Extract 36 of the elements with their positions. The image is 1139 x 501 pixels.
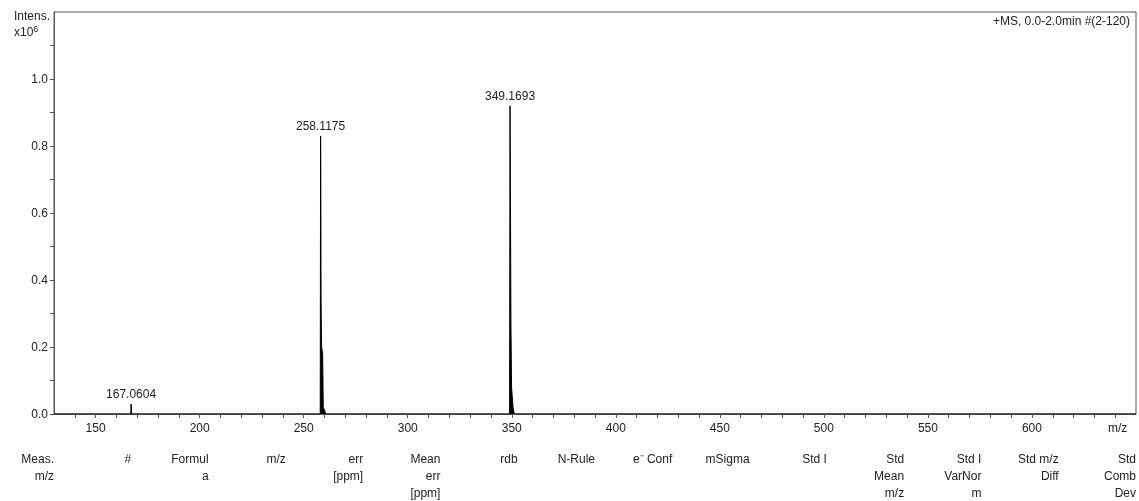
y-tick-label: 0.4 — [31, 273, 49, 287]
y-tick-label: 0.8 — [31, 139, 49, 153]
x-tick-label: 400 — [605, 421, 627, 435]
text: Meas. m/z — [21, 451, 54, 483]
text: Std m/z Diff — [1018, 451, 1060, 483]
x-tick-label: 450 — [709, 421, 731, 435]
x-tick-label: 150 — [85, 421, 106, 435]
x-tick-label: 600 — [1021, 421, 1043, 435]
text: Std Mean m/z — [874, 451, 905, 500]
y-tick-label: 0.2 — [31, 340, 49, 354]
x-tick-label: 350 — [501, 421, 523, 435]
text: Formul a — [171, 451, 209, 483]
x-tick-label: 550 — [917, 421, 939, 435]
text: Std Comb Dev — [1103, 451, 1137, 500]
text: err [ppm] — [333, 451, 364, 483]
x-tick-label: 250 — [293, 421, 315, 435]
annotation: 349.1693 — [485, 88, 536, 103]
y-tick-label: 0.6 — [31, 206, 49, 220]
x-tick-label: 500 — [813, 421, 835, 435]
text: e⁻ Conf — [632, 451, 673, 466]
annotation: 167.0604 — [106, 386, 157, 401]
text: N-Rule — [557, 451, 596, 466]
chart-subtitle: +MS, 0.0-2.0min #(2-120) — [992, 14, 1130, 28]
text: rdb — [500, 451, 519, 466]
text: Std I — [802, 451, 827, 466]
text: mSigma — [705, 451, 750, 466]
text: m/z — [266, 451, 286, 466]
x-tick-label: 300 — [397, 421, 419, 435]
annotation: 258.1175 — [296, 118, 346, 133]
text: # — [124, 451, 132, 466]
y-tick-label: 0.0 — [31, 407, 49, 421]
y-tick-label: 1.0 — [31, 72, 49, 86]
text: Std I VarNor m — [944, 451, 982, 500]
x-tick-label: 200 — [189, 421, 210, 435]
text: Mean err [ppm] — [410, 451, 441, 500]
x-axis-title: m/z — [1108, 421, 1128, 435]
